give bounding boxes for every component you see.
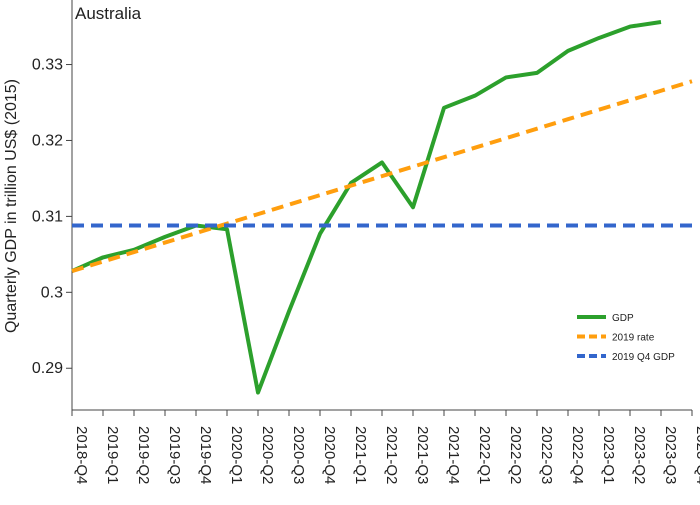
- x-tick-label: 2019-Q1: [104, 426, 121, 484]
- chart-title: Australia: [75, 4, 142, 23]
- y-tick-label: 0.29: [32, 360, 63, 377]
- legend-label: GDP: [612, 313, 634, 324]
- x-tick-label: 2019-Q4: [197, 426, 214, 484]
- x-axis: 2018-Q4 2019-Q1 2019-Q2 2019-Q3 2019-Q4 2020-…: [71, 410, 700, 484]
- x-tick-label: 2021-Q1: [352, 426, 369, 484]
- series-layer: [71, 20, 693, 395]
- x-tick-label: 2020-Q4: [321, 426, 338, 484]
- x-tick-label: 2023-Q2: [631, 426, 648, 484]
- x-tick-label: 2022-Q2: [507, 426, 524, 484]
- y-tick-label: 0.32: [32, 132, 63, 149]
- x-tick-label: 2019-Q3: [166, 426, 183, 484]
- plot-frame: [71, 0, 692, 411]
- y-tick-label: 0.31: [32, 208, 63, 225]
- x-tick-label: 2020-Q3: [290, 426, 307, 484]
- legend-label: 2019 Q4 GDP: [612, 352, 675, 363]
- y-tick-label: 0.3: [41, 284, 63, 301]
- y-tick-label: 0.33: [32, 57, 63, 74]
- x-tick-label: 2020-Q1: [228, 426, 245, 484]
- y-axis: 0.29 0.3 0.31 0.32 0.33: [32, 57, 72, 377]
- x-tick-label: 2021-Q2: [383, 426, 400, 484]
- x-tick-label: 2022-Q3: [538, 426, 555, 484]
- legend-label: 2019 rate: [612, 333, 655, 344]
- y-axis-title: Quarterly GDP in trillion US$ (2015): [3, 79, 20, 333]
- x-tick-label: 2021-Q3: [414, 426, 431, 484]
- x-tick-label: 2018-Q4: [73, 426, 90, 484]
- x-tick-label: 2021-Q4: [445, 426, 462, 484]
- series-line-2019-rate: [71, 79, 693, 273]
- x-tick-label: 2022-Q4: [569, 426, 586, 484]
- legend: GDP 2019 rate 2019 Q4 GDP: [577, 313, 675, 363]
- x-tick-label: 2023-Q1: [600, 426, 617, 484]
- x-tick-label: 2023-Q4: [693, 426, 700, 484]
- x-tick-label: 2023-Q3: [662, 426, 679, 484]
- x-tick-label: 2020-Q2: [259, 426, 276, 484]
- x-tick-label: 2019-Q2: [135, 426, 152, 484]
- series-line-gdp: [71, 20, 662, 395]
- x-tick-label: 2022-Q1: [476, 426, 493, 484]
